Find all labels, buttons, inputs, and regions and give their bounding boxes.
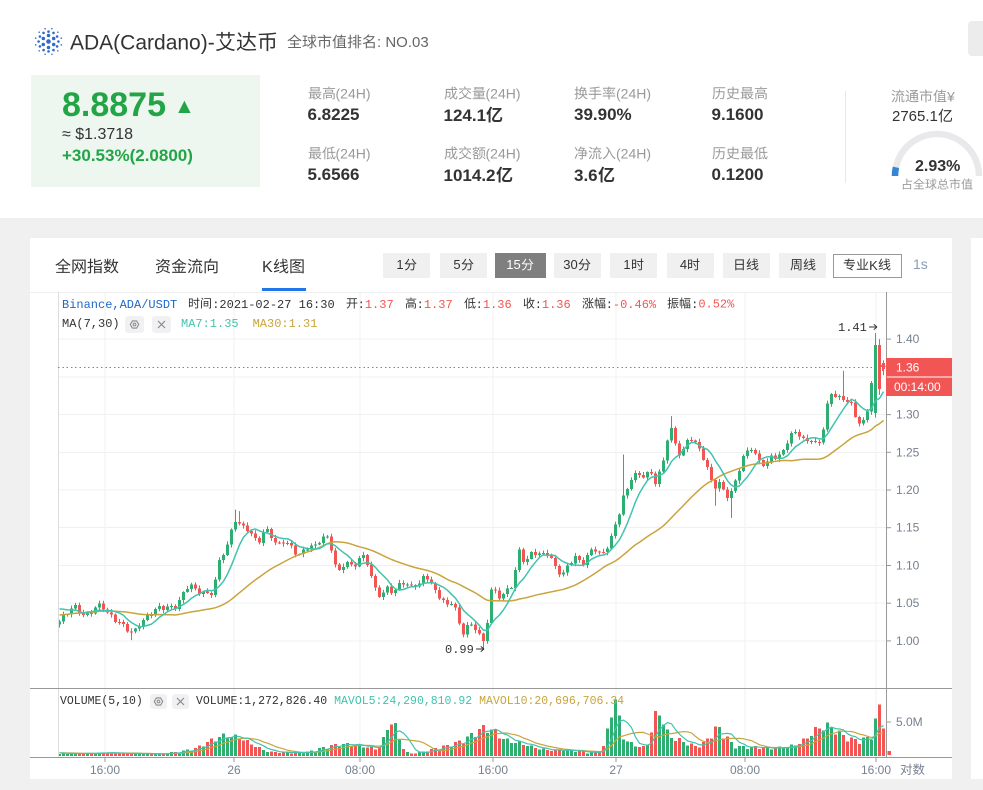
svg-text:1.05: 1.05: [896, 596, 920, 610]
svg-text:1.40: 1.40: [896, 332, 920, 346]
svg-text:1.25: 1.25: [896, 445, 920, 459]
svg-text:1.20: 1.20: [896, 483, 920, 497]
svg-text:16:00: 16:00: [478, 763, 508, 777]
svg-text:5.0M: 5.0M: [896, 715, 923, 729]
svg-text:1.30: 1.30: [896, 408, 920, 422]
svg-text:26: 26: [227, 763, 241, 777]
svg-text:16:00: 16:00: [861, 763, 891, 777]
svg-text:1.10: 1.10: [896, 559, 920, 573]
svg-text:27: 27: [609, 763, 623, 777]
svg-text:1.36: 1.36: [896, 361, 920, 375]
svg-text:1.41: 1.41: [838, 321, 867, 335]
svg-text:08:00: 08:00: [345, 763, 375, 777]
svg-text:00:14:00: 00:14:00: [894, 380, 941, 394]
svg-text:1.00: 1.00: [896, 634, 920, 648]
svg-text:08:00: 08:00: [730, 763, 760, 777]
svg-text:1.15: 1.15: [896, 521, 920, 535]
svg-text:0.99: 0.99: [445, 643, 474, 657]
svg-text:16:00: 16:00: [90, 763, 120, 777]
